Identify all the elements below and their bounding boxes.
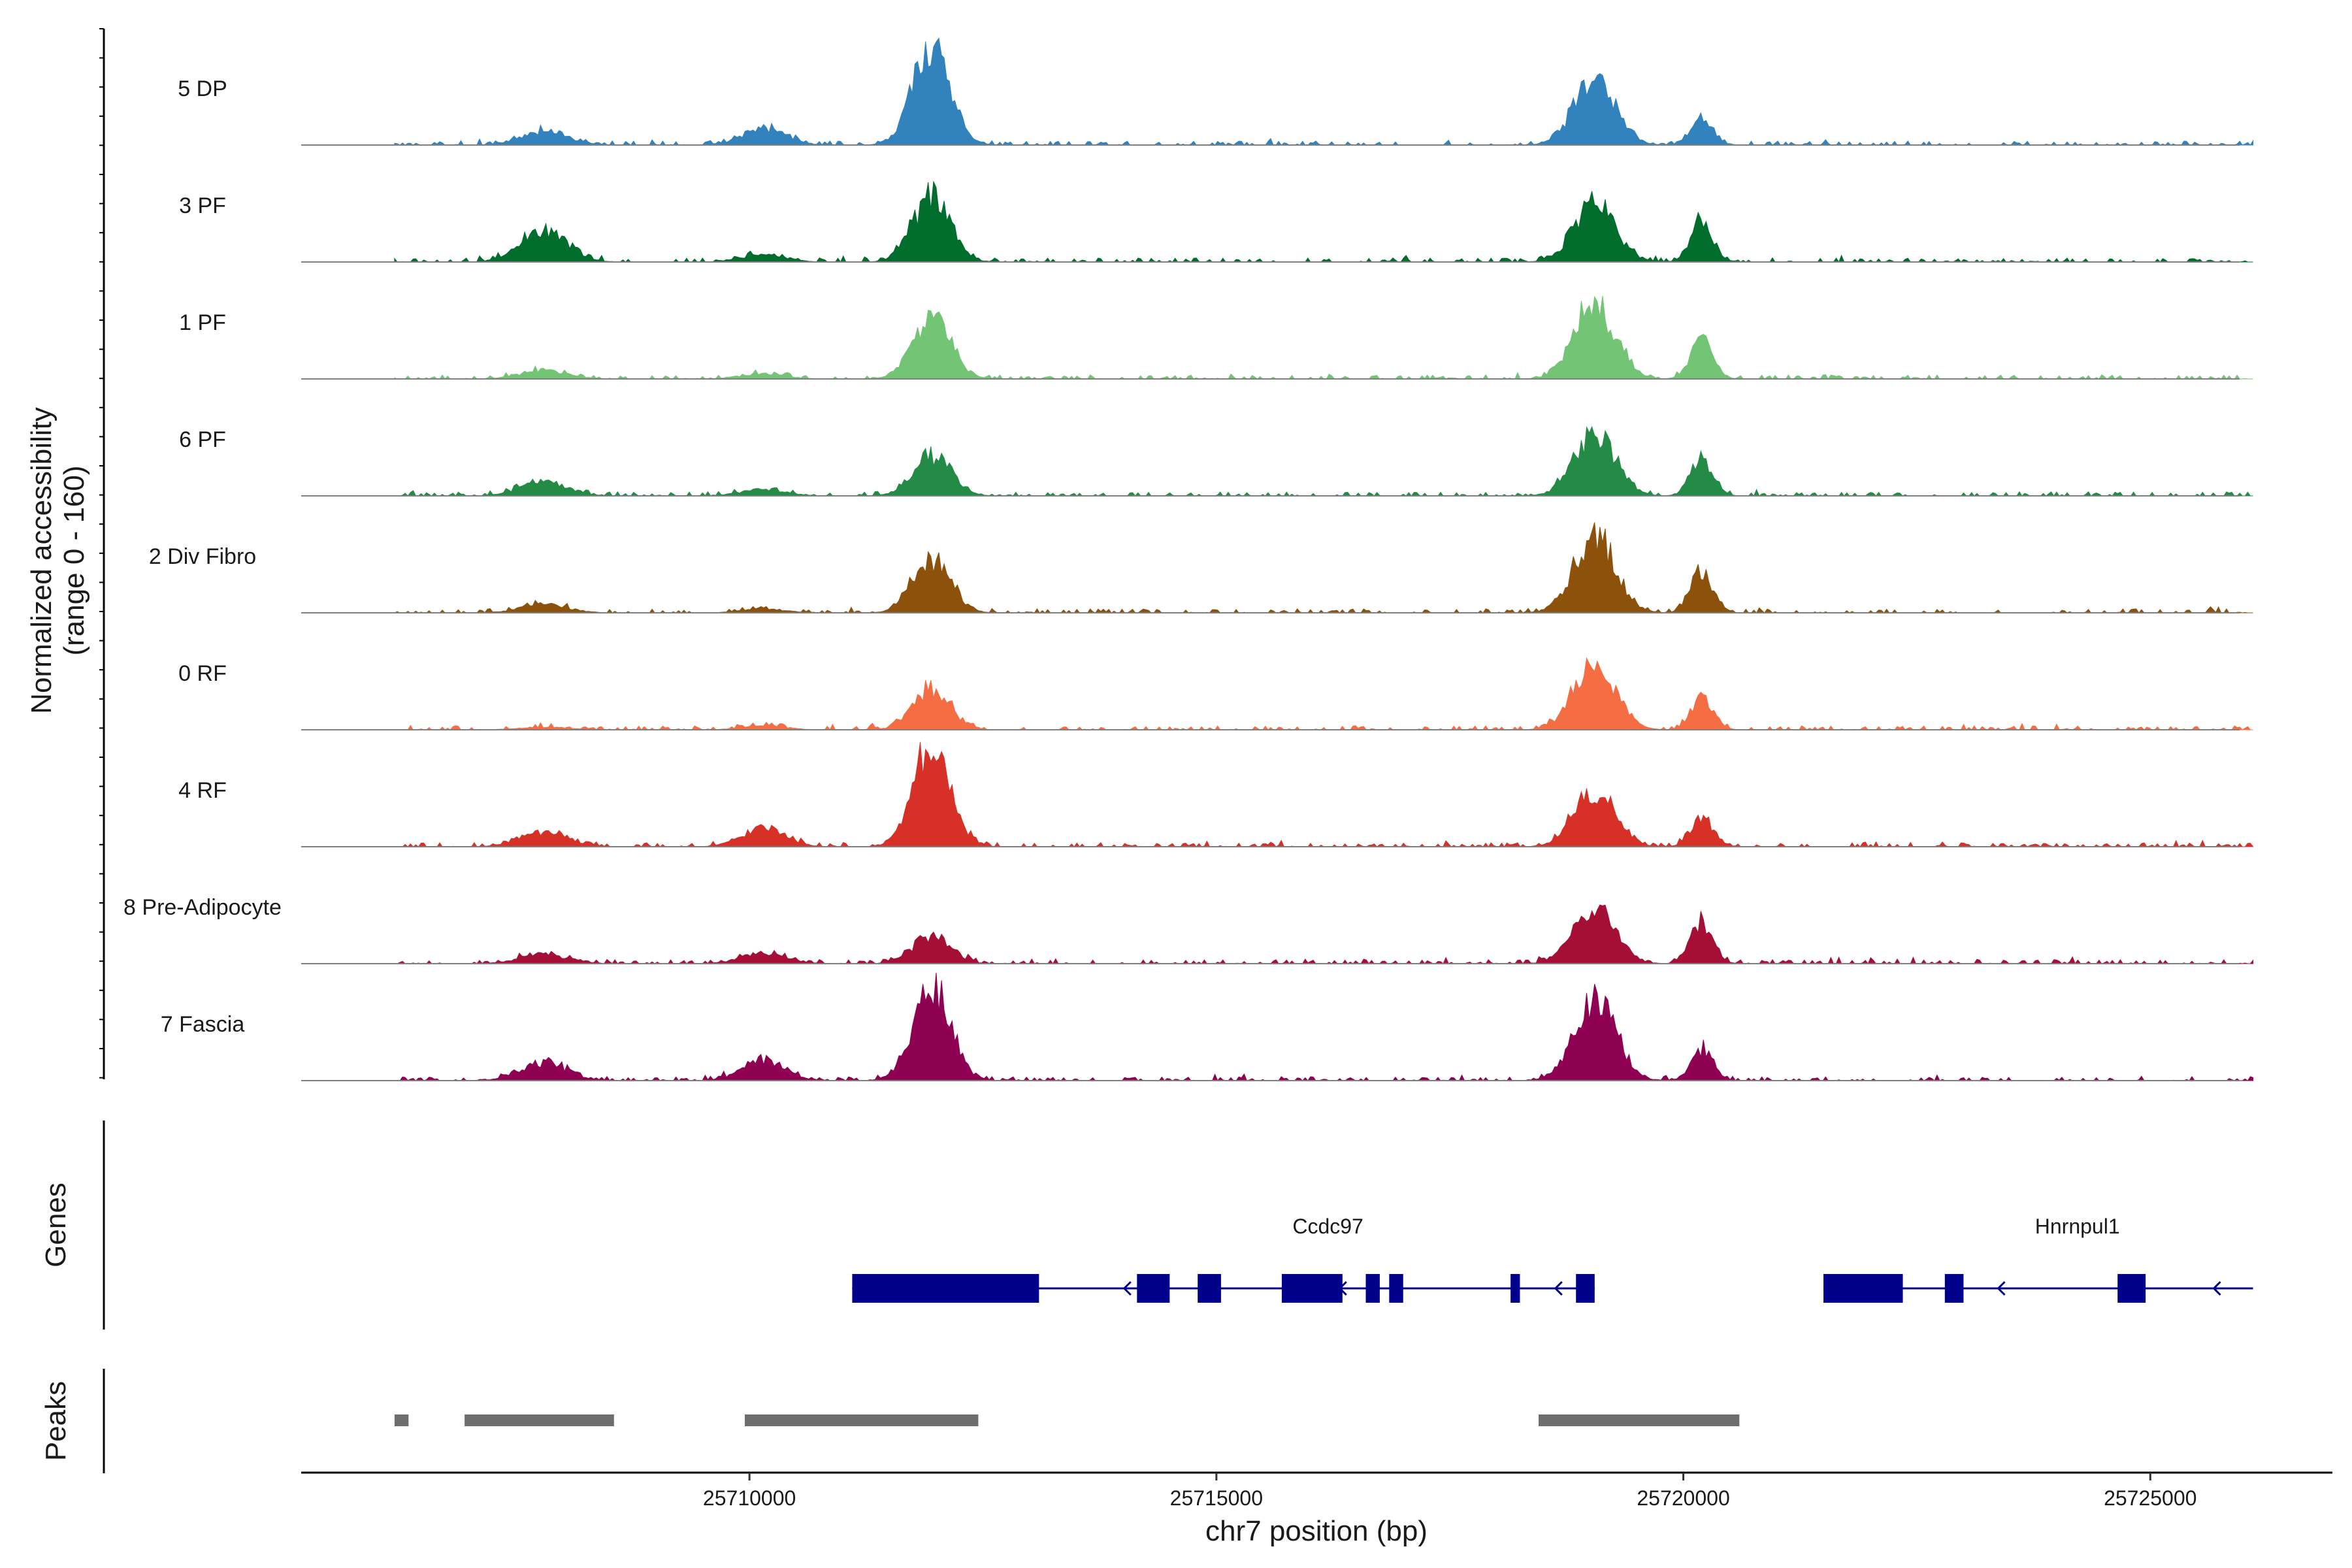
gene-exon <box>1137 1274 1170 1303</box>
strand-arrow <box>1554 1281 1563 1296</box>
track-4-rf: 4 RF <box>178 742 2253 847</box>
strand-arrow <box>1997 1281 2006 1296</box>
coverage-tracks: 5 DP 3 PF 1 PF 6 PF 2 Div Fibro 0 RF 4 RF 8 Pre… <box>123 37 2253 1081</box>
gene-exon <box>852 1274 1039 1303</box>
track-2-div-fibro: 2 Div Fibro <box>149 522 2253 613</box>
gene-exon <box>1823 1274 1903 1303</box>
coverage-area-0-rf <box>394 657 2253 730</box>
x-tick-label: 25725000 <box>2104 1486 2197 1510</box>
gene-exon <box>1511 1274 1520 1303</box>
track-6-pf: 6 PF <box>179 425 2253 497</box>
coverage-area-2-div-fibro <box>394 522 2253 613</box>
coverage-area-7-fascia <box>394 972 2253 1081</box>
strand-arrow <box>2212 1281 2221 1296</box>
track-label-0-rf: 0 RF <box>178 661 227 686</box>
track-label-3-pf: 3 PF <box>179 193 226 218</box>
gene-exon <box>1365 1274 1380 1303</box>
y-axis-range: (range 0 - 160) <box>58 465 90 655</box>
coverage-area-1-pf <box>394 295 2253 380</box>
peak-region <box>394 1414 409 1426</box>
track-label-1-pf: 1 PF <box>179 310 226 335</box>
coverage-y-ticks <box>99 28 104 1079</box>
gene-exon <box>1576 1274 1595 1303</box>
gene-annotation-track: Ccdc97 Hnrnpul1 <box>852 1215 2253 1303</box>
gene-exon <box>2117 1274 2146 1303</box>
coverage-area-5-dp <box>394 37 2253 146</box>
gene-exon <box>1281 1274 1343 1303</box>
coverage-area-3-pf <box>394 180 2253 263</box>
track-5-dp: 5 DP <box>178 37 2253 146</box>
track-1-pf: 1 PF <box>179 295 2253 380</box>
gene-ccdc97: Ccdc97 <box>852 1215 1595 1303</box>
track-7-fascia: 7 Fascia <box>161 972 2253 1081</box>
peaks-track <box>394 1414 1740 1426</box>
gene-exon <box>1198 1274 1221 1303</box>
track-label-5-dp: 5 DP <box>178 76 227 101</box>
track-0-rf: 0 RF <box>178 657 2253 730</box>
gene-label: Ccdc97 <box>1292 1215 1364 1238</box>
gene-exon <box>1944 1274 1964 1303</box>
x-tick-label: 25715000 <box>1170 1486 1263 1510</box>
coverage-area-4-rf <box>394 742 2253 847</box>
coverage-area-8-pre-adipocyte <box>394 904 2253 964</box>
x-tick-label: 25720000 <box>1637 1486 1729 1510</box>
x-axis-title: chr7 position (bp) <box>1205 1515 1428 1547</box>
track-3-pf: 3 PF <box>179 180 2253 263</box>
track-8-pre-adipocyte: 8 Pre-Adipocyte <box>123 895 2253 964</box>
track-label-4-rf: 4 RF <box>178 778 227 803</box>
peak-region <box>745 1414 979 1426</box>
gene-hnrnpul1: Hnrnpul1 <box>1823 1215 2253 1303</box>
track-label-2-div-fibro: 2 Div Fibro <box>149 544 256 569</box>
gene-exon <box>1389 1274 1403 1303</box>
peak-region <box>1539 1414 1740 1426</box>
strand-arrow <box>1122 1281 1132 1296</box>
x-tick-label: 25710000 <box>703 1486 796 1510</box>
gene-label: Hnrnpul1 <box>2035 1215 2120 1238</box>
x-axis-ticks: 25710000 25715000 25720000 25725000 <box>703 1473 2197 1510</box>
track-label-8-pre-adipocyte: 8 Pre-Adipocyte <box>123 895 282 920</box>
coverage-area-6-pf <box>394 425 2253 497</box>
genes-panel-label: Genes <box>40 1183 72 1267</box>
peaks-panel-label: Peaks <box>40 1381 72 1461</box>
track-label-7-fascia: 7 Fascia <box>161 1012 245 1037</box>
track-label-6-pf: 6 PF <box>179 427 226 452</box>
peak-region <box>465 1414 614 1426</box>
y-axis-title: Normalized accessibility <box>25 407 57 713</box>
